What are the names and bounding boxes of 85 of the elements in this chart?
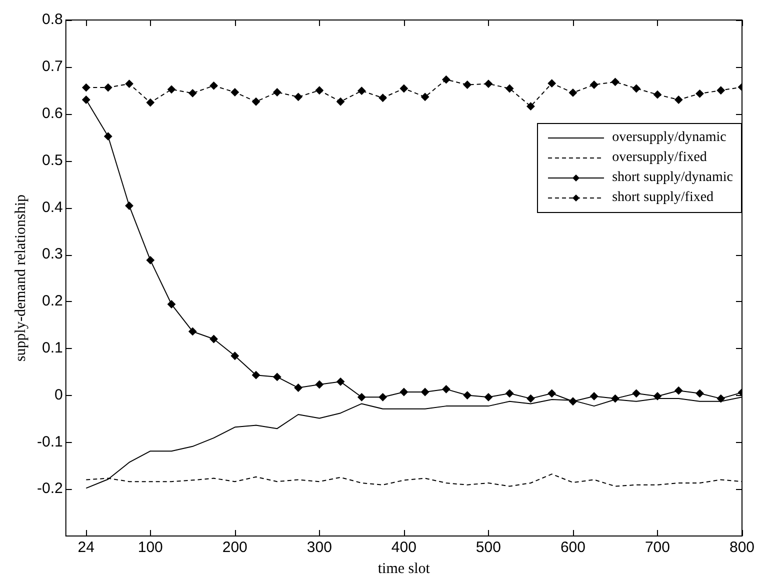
- point: [82, 96, 90, 104]
- point: [82, 84, 90, 92]
- point: [400, 84, 408, 92]
- point: [696, 389, 704, 398]
- point: [146, 256, 154, 264]
- point: [104, 132, 112, 140]
- y-tick-label: -0.1: [36, 433, 63, 450]
- x-axis-title: time slot: [378, 560, 431, 577]
- point: [506, 389, 514, 398]
- legend-label: short supply/dynamic: [612, 169, 733, 188]
- point: [674, 386, 683, 395]
- point: [590, 392, 598, 400]
- point: [210, 334, 218, 343]
- point: [273, 88, 282, 96]
- point: [315, 380, 324, 388]
- y-tick-label: 0.2: [42, 292, 63, 310]
- point: [125, 202, 134, 210]
- point: [294, 384, 302, 392]
- y-tick-label: 0.7: [42, 58, 63, 76]
- point: [104, 84, 112, 92]
- point: [125, 80, 134, 88]
- point: [230, 88, 239, 96]
- point: [230, 352, 239, 360]
- legend-label: oversupply/dynamic: [612, 129, 726, 148]
- point: [146, 98, 154, 107]
- point: [400, 388, 408, 396]
- point: [506, 84, 514, 92]
- y-tick-label: 0: [54, 386, 63, 404]
- point: [548, 79, 556, 88]
- point: [632, 84, 640, 92]
- point: [674, 96, 683, 104]
- x-tick-label: 300: [306, 539, 332, 556]
- point: [653, 90, 662, 99]
- point: [526, 394, 535, 403]
- y-tick-label: 0.4: [42, 198, 63, 216]
- point: [716, 394, 725, 403]
- point: [315, 86, 324, 94]
- y-tick-label: 0.1: [42, 340, 63, 357]
- x-tick-label: 800: [729, 539, 755, 556]
- point: [421, 92, 430, 101]
- point: [632, 389, 640, 398]
- x-tick-label: 24: [78, 539, 94, 556]
- point: [484, 80, 492, 88]
- point: [548, 389, 556, 398]
- legend-label: short supply/fixed: [612, 189, 714, 208]
- x-tick-label: 200: [222, 539, 248, 556]
- point: [336, 378, 345, 386]
- point: [463, 391, 472, 400]
- point: [188, 89, 197, 98]
- point: [568, 88, 577, 97]
- point: [378, 94, 387, 102]
- x-tick-label: 400: [391, 539, 416, 556]
- y-tick-label: 0.8: [42, 11, 63, 28]
- point: [358, 86, 366, 95]
- point: [378, 393, 387, 402]
- point: [590, 80, 598, 89]
- y-tick-label: -0.2: [36, 480, 63, 498]
- point: [252, 98, 260, 106]
- point: [358, 393, 366, 402]
- point: [336, 98, 345, 106]
- y-tick-label: 0.6: [42, 104, 63, 122]
- legend-label: oversupply/fixed: [612, 149, 707, 168]
- x-tick-label: 500: [476, 539, 501, 556]
- point: [442, 76, 450, 84]
- point: [167, 300, 176, 308]
- x-tick-label: 600: [560, 539, 586, 556]
- x-tick-label: 700: [644, 539, 670, 556]
- point: [188, 327, 197, 336]
- point: [484, 393, 492, 402]
- point: [167, 85, 176, 94]
- y-axis-title: supply-demand relationship: [12, 194, 29, 362]
- point: [252, 371, 260, 380]
- point: [210, 82, 218, 90]
- point: [273, 372, 282, 381]
- point: [716, 86, 725, 94]
- point: [463, 80, 472, 89]
- point: [421, 388, 430, 396]
- point: [294, 92, 302, 101]
- y-tick-label: 0.5: [42, 152, 63, 169]
- point: [442, 385, 450, 394]
- point: [696, 90, 704, 98]
- x-tick-label: 100: [138, 539, 163, 556]
- y-tick-label: 0.3: [42, 246, 63, 263]
- point: [611, 78, 620, 86]
- point: [526, 102, 535, 110]
